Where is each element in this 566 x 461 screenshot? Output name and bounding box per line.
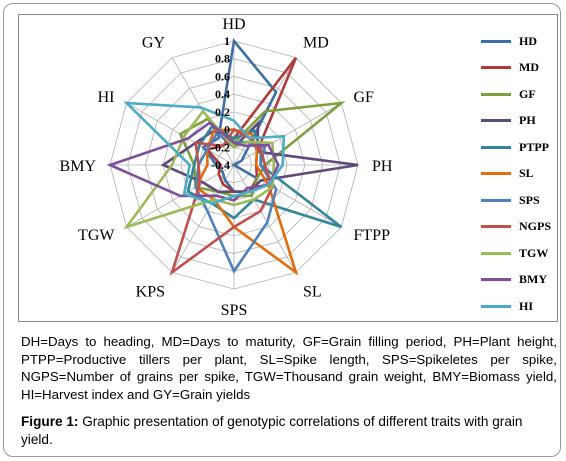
axis-label-hi: HI (98, 89, 115, 106)
grid-spoke (233, 164, 297, 273)
legend-label: SPS (519, 192, 540, 207)
legend-item-md: MD (481, 60, 539, 76)
axis-label-sps: SPS (221, 302, 248, 319)
legend-label: PTPP (519, 139, 549, 154)
legend-swatch (481, 92, 511, 96)
axis-label-bmy: BMY (60, 158, 97, 175)
abbreviation-caption: DH=Days to heading, MD=Days to maturity,… (21, 334, 557, 402)
legend-swatch (481, 198, 511, 202)
legend-label: SL (519, 166, 534, 180)
axis-label-gf: GF (354, 89, 375, 106)
legend-swatch (481, 39, 511, 43)
legend-item-sl: SL (481, 166, 534, 182)
tick-label: -0.2 (211, 140, 230, 154)
series-sps-line (194, 132, 278, 274)
tick-label: 0.4 (215, 87, 230, 101)
tick-label: 1 (224, 34, 230, 48)
series-hi-line (123, 101, 286, 205)
legend-label: NGPS (519, 219, 552, 233)
tick-label: 0.2 (215, 105, 230, 119)
tick-label: 0.8 (215, 52, 230, 66)
axis-label-kps: KPS (136, 284, 165, 301)
legend-label: GF (519, 86, 536, 101)
legend-label: PH (519, 113, 536, 127)
radar-chart: -0.4 -0.2 0 0.2 0.4 0.6 0.8 1 HD MD GF PH FTPP SL SPS… (60, 16, 393, 319)
legend-label: HD (519, 33, 537, 48)
legend-item-ptpp: PTPP (481, 139, 549, 155)
axis-label-md: MD (303, 34, 329, 51)
series-bmy-line (106, 121, 280, 202)
legend-swatch (481, 304, 511, 308)
axis-label-sl: SL (303, 284, 322, 301)
tick-label: 0 (224, 123, 230, 137)
legend-swatch (481, 225, 511, 228)
axis-label-gy: GY (142, 34, 166, 51)
legend-swatch (481, 251, 511, 255)
legend-label: HI (519, 298, 534, 313)
axis-label-tgw: TGW (78, 227, 115, 244)
grid-spoke (233, 102, 342, 166)
legend-swatch (481, 119, 511, 122)
figure-frame: -0.4 -0.2 0 0.2 0.4 0.6 0.8 1 HD MD GF PH FTPP SL SPS… (3, 3, 561, 457)
legend-label: TGW (519, 245, 549, 260)
tick-label: -0.4 (211, 158, 230, 172)
legend-item-hd: HD (481, 33, 537, 49)
legend-swatch (481, 278, 511, 281)
figure-label: Figure 1: (21, 414, 79, 429)
radar-tick-labels: -0.4 -0.2 0 0.2 0.4 0.6 0.8 1 (211, 34, 230, 172)
legend-label: MD (519, 60, 539, 74)
legend-item-ph: PH (481, 113, 536, 129)
chart-area: -0.4 -0.2 0 0.2 0.4 0.6 0.8 1 HD MD GF PH FTPP SL SPS… (18, 14, 558, 322)
legend-item-sps: SPS (481, 192, 540, 208)
radar-series (106, 37, 359, 276)
legend-swatch (481, 172, 511, 175)
axis-label-ftpp: FTPP (354, 227, 391, 244)
series-tgw-line (123, 109, 276, 230)
radar-axis-labels: HD MD GF PH FTPP SL SPS KPS TGW BMY HI GY (60, 16, 393, 319)
axis-label-hd: HD (222, 16, 245, 33)
legend-swatch (481, 145, 511, 149)
legend-item-hi: HI (481, 298, 533, 314)
legend-swatch (481, 66, 511, 69)
legend-item-ngps: NGPS (481, 219, 551, 235)
legend-item-gf: GF (481, 86, 536, 102)
figure-caption: Figure 1: Graphic presentation of genoty… (21, 413, 557, 448)
legend-item-bmy: BMY (481, 272, 547, 288)
axis-label-ph: PH (372, 158, 393, 175)
legend-label: BMY (519, 272, 547, 286)
tick-label: 0.6 (215, 69, 230, 83)
legend-item-tgw: TGW (481, 245, 548, 261)
figure-text: Graphic presentation of genotypic correl… (21, 414, 523, 447)
series-ngps-line (169, 127, 274, 276)
